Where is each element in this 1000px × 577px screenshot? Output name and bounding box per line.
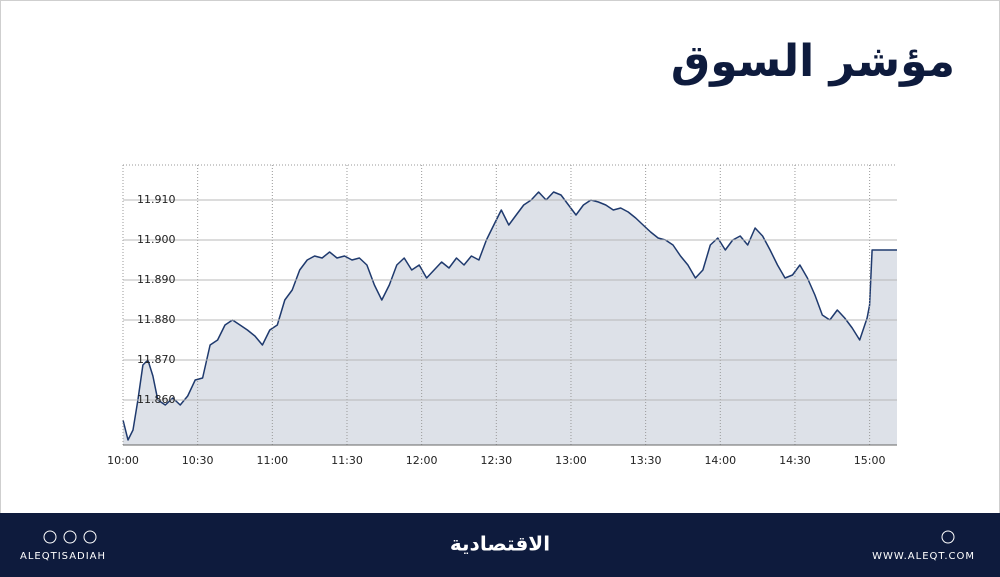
line (122, 191, 897, 441)
footer-right: WWW.ALEQT.COM (872, 551, 975, 562)
y-tick-label: 11.910 (137, 193, 176, 206)
y-tick-label: 11.900 (137, 233, 176, 246)
icon-instagram (43, 530, 57, 544)
x-tick-label: 12:30 (480, 454, 512, 467)
x-tick-label: 10:30 (182, 454, 214, 467)
plot: 10:00 10:30 11:00 11:30 12:00 12:30 13:00 13:30… (107, 164, 897, 467)
x-tick-label: 11:00 (256, 454, 288, 467)
x-tick-label: 13:00 (555, 454, 587, 467)
x-tick-label: 12:00 (406, 454, 438, 467)
x-tick-label: 15:00 (854, 454, 886, 467)
title: مؤشر السوق (671, 36, 955, 87)
icon-facebook (63, 530, 77, 544)
x-tick-label: 11:30 (331, 454, 363, 467)
icon-twitter (83, 530, 97, 544)
y-tick-label: 11.870 (137, 353, 176, 366)
icon-web (941, 530, 955, 544)
area (123, 192, 897, 445)
y-tick-label: 11.890 (137, 273, 176, 286)
footer-left: ALEQTISADIAH (20, 551, 106, 562)
y-tick-label: 11.860 (137, 393, 176, 406)
x-tick-label: 14:30 (779, 454, 811, 467)
x-tick-label: 14:00 (704, 454, 736, 467)
y-tick-label: 11.880 (137, 313, 176, 326)
x-tick-label: 10:00 (107, 454, 139, 467)
x-tick-label: 13:30 (630, 454, 662, 467)
footer-band (0, 513, 1000, 577)
footer-logo: الاقتصادية (450, 532, 550, 556)
